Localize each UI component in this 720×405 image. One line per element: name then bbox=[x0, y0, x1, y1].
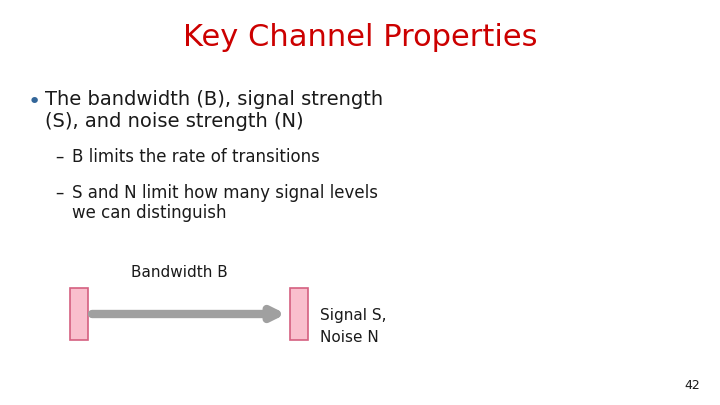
Text: B limits the rate of transitions: B limits the rate of transitions bbox=[72, 148, 320, 166]
Text: –: – bbox=[55, 148, 63, 166]
Text: •: • bbox=[28, 92, 41, 112]
Text: –: – bbox=[55, 184, 63, 202]
Text: Signal S,
Noise N: Signal S, Noise N bbox=[320, 308, 387, 345]
Bar bbox=[290, 288, 308, 340]
Text: The bandwidth (B), signal strength: The bandwidth (B), signal strength bbox=[45, 90, 383, 109]
Bar bbox=[70, 288, 88, 340]
Text: 42: 42 bbox=[684, 379, 700, 392]
Text: Key Channel Properties: Key Channel Properties bbox=[183, 23, 537, 53]
Text: (S), and noise strength (N): (S), and noise strength (N) bbox=[45, 112, 304, 131]
Text: we can distinguish: we can distinguish bbox=[72, 204, 227, 222]
Text: Bandwidth B: Bandwidth B bbox=[130, 265, 228, 280]
Text: S and N limit how many signal levels: S and N limit how many signal levels bbox=[72, 184, 378, 202]
